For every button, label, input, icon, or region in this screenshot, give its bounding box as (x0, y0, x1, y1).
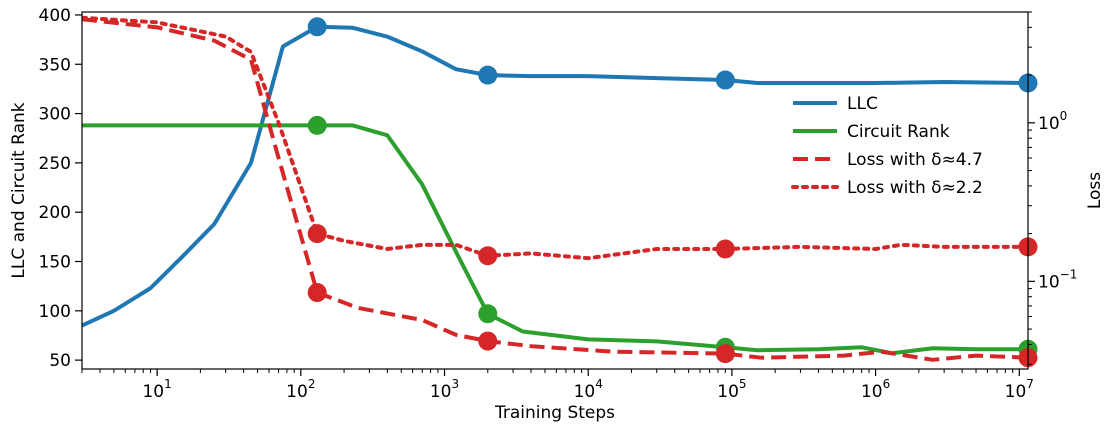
y-left-tick-label-7: 400 (39, 6, 71, 26)
y-left-tick-label-2: 150 (39, 253, 71, 273)
series-line-loss-with-2-2 (82, 15, 1028, 261)
marker-loss-with-2-2-14 (715, 239, 735, 259)
y-left-tick-label-5: 300 (39, 105, 71, 125)
marker-circuit-rank-5 (478, 304, 498, 324)
marker-llc-1 (478, 65, 498, 85)
ticks-layer: 101 102 103 104 105 106 107 50 100 150 200 250 300 35… (39, 6, 1078, 402)
x-tick-label-1: 102 (286, 377, 315, 402)
y-left-tick-label-3: 200 (39, 203, 71, 223)
x-tick-label-6: 107 (1005, 377, 1034, 402)
y-left-tick-label-4: 250 (39, 154, 71, 174)
marker-loss-with-2-2-13 (478, 246, 498, 266)
legend-label-llc: LLC (847, 94, 878, 114)
legend-label-loss-with-4-7: Loss with δ≈4.7 (847, 150, 983, 170)
y-right-tick-label-1: 10−1 (1038, 267, 1077, 292)
marker-circuit-rank-4 (307, 115, 327, 135)
y-axis-right-label: Loss (1085, 172, 1105, 209)
series-line-llc (82, 24, 1028, 328)
marker-llc-2 (715, 70, 735, 90)
y-axis-left-label: LLC and Circuit Rank (9, 102, 29, 278)
x-tick-label-0: 101 (142, 377, 171, 402)
marker-loss-with-2-2-12 (307, 224, 327, 244)
legend-label-loss-with-2-2: Loss with δ≈2.2 (847, 178, 983, 198)
x-tick-label-3: 104 (574, 377, 603, 402)
x-axis-label: Training Steps (494, 403, 615, 423)
marker-loss-with-4-7-9 (478, 331, 498, 351)
y-left-tick-label-6: 350 (39, 55, 71, 75)
marker-llc-0 (307, 17, 327, 37)
plot-frame (81, 11, 1029, 370)
marker-loss-with-4-7-8 (307, 283, 327, 303)
y-left-tick-label-0: 50 (49, 351, 71, 371)
x-tick-label-4: 105 (717, 377, 746, 402)
legend-label-circuit-rank: Circuit Rank (847, 122, 950, 142)
markers-layer (307, 17, 1038, 368)
y-left-tick-label-1: 100 (39, 302, 71, 322)
x-tick-label-5: 106 (861, 377, 890, 402)
y-right-tick-label-0: 100 (1038, 109, 1067, 134)
legend: LLC Circuit Rank Loss with δ≈4.7 Loss with … (791, 94, 983, 198)
marker-loss-with-4-7-10 (715, 344, 735, 364)
x-tick-label-2: 103 (430, 377, 459, 402)
